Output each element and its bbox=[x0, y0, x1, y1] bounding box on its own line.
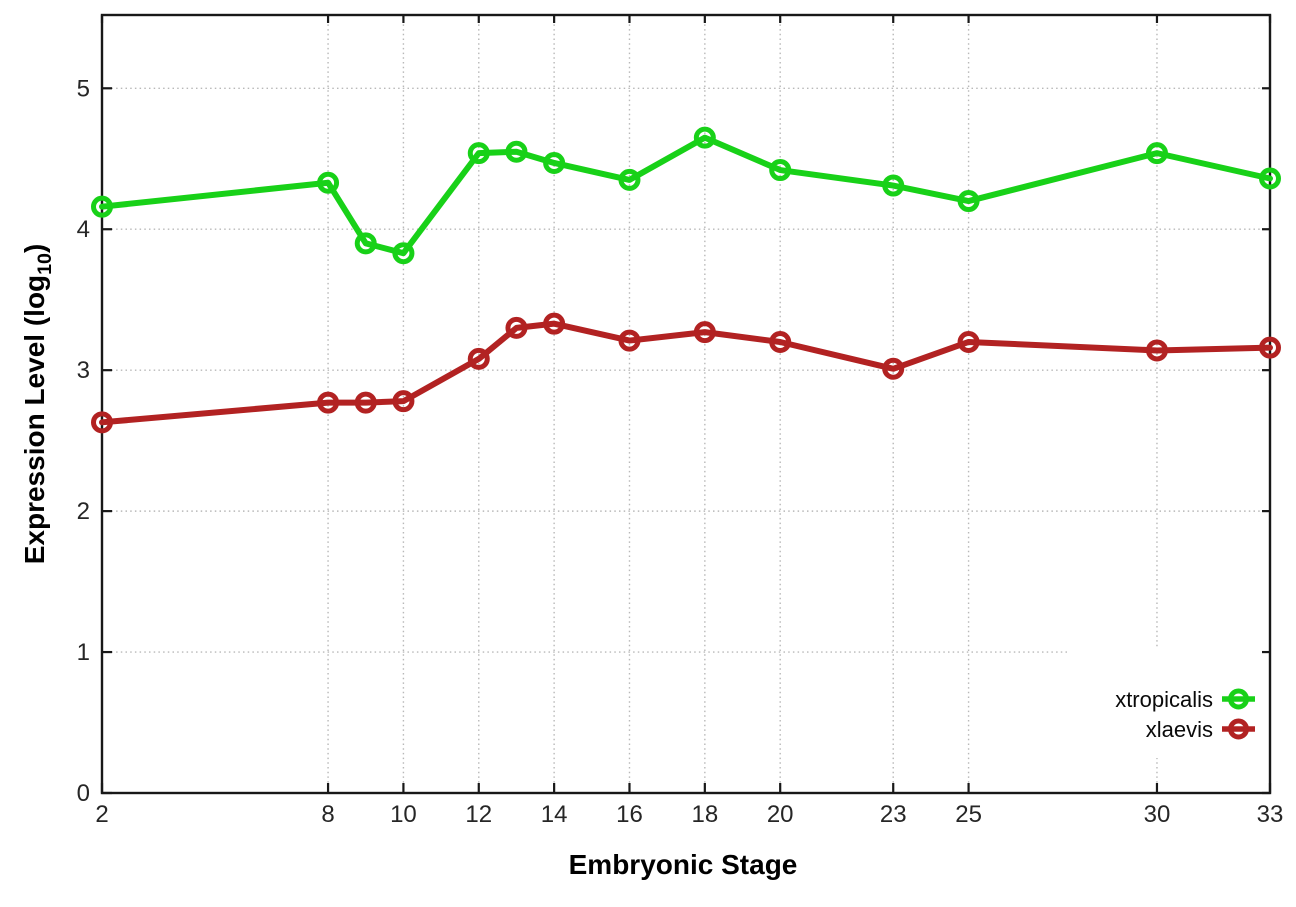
data-point-xtropicalis bbox=[354, 232, 377, 255]
data-point-xtropicalis bbox=[467, 142, 490, 165]
x-tick-label: 2 bbox=[95, 801, 108, 828]
legend-sample-marker-xlaevis bbox=[1228, 718, 1249, 740]
y-tick-label: 5 bbox=[77, 75, 90, 102]
data-point-xtropicalis bbox=[769, 159, 792, 182]
data-point-xlaevis bbox=[543, 312, 566, 335]
x-tick-label: 8 bbox=[321, 801, 334, 828]
data-point-xtropicalis bbox=[317, 171, 340, 194]
y-tick-label: 3 bbox=[77, 357, 90, 384]
data-point-xlaevis bbox=[317, 391, 340, 414]
data-point-xlaevis bbox=[882, 357, 905, 380]
y-tick-label: 0 bbox=[77, 780, 90, 807]
y-axis-title-suffix: ) bbox=[19, 243, 51, 254]
y-tick-label: 2 bbox=[77, 498, 90, 525]
y-axis-title: Expression Level (log10) bbox=[19, 244, 57, 565]
data-point-xlaevis bbox=[957, 330, 980, 353]
data-point-xlaevis bbox=[354, 391, 377, 414]
x-tick-label: 12 bbox=[465, 801, 492, 828]
data-point-xtropicalis bbox=[505, 140, 528, 163]
data-point-xlaevis bbox=[769, 330, 792, 353]
data-point-xtropicalis bbox=[957, 190, 980, 213]
x-tick-label: 20 bbox=[767, 801, 794, 828]
data-point-xlaevis bbox=[1259, 336, 1281, 359]
x-tick-label: 30 bbox=[1144, 801, 1171, 828]
data-point-xtropicalis bbox=[91, 195, 113, 218]
x-tick-label: 14 bbox=[541, 801, 568, 828]
data-point-xtropicalis bbox=[882, 174, 905, 197]
data-point-xtropicalis bbox=[1145, 142, 1168, 165]
data-point-xtropicalis bbox=[693, 126, 716, 149]
x-axis-title: Embryonic Stage bbox=[568, 849, 798, 880]
y-axis-title-text: Expression Level (log bbox=[19, 274, 51, 565]
data-point-xlaevis bbox=[505, 316, 528, 339]
data-point-xlaevis bbox=[1145, 339, 1168, 362]
data-point-xtropicalis bbox=[543, 151, 566, 174]
x-tick-label: 18 bbox=[691, 801, 718, 828]
y-tick-label: 4 bbox=[77, 216, 90, 243]
plot-border bbox=[100, 13, 1272, 795]
data-point-xlaevis bbox=[91, 411, 113, 434]
data-point-xtropicalis bbox=[392, 242, 415, 265]
x-tick-label: 10 bbox=[390, 801, 417, 828]
series-line-xlaevis bbox=[99, 320, 1273, 426]
data-point-xtropicalis bbox=[618, 168, 641, 191]
legend-label-xlaevis: xlaevis bbox=[1146, 717, 1213, 742]
x-tick-label: 33 bbox=[1257, 801, 1284, 828]
data-point-xlaevis bbox=[392, 390, 415, 413]
legend-label-xtropicalis: xtropicalis bbox=[1115, 687, 1213, 712]
x-tick-label: 16 bbox=[616, 801, 643, 828]
y-tick-label: 1 bbox=[77, 639, 90, 666]
x-tick-label: 25 bbox=[955, 801, 982, 828]
data-point-xlaevis bbox=[467, 347, 490, 370]
series-line-xtropicalis bbox=[99, 134, 1273, 257]
data-point-xtropicalis bbox=[1259, 167, 1281, 190]
legend-sample-marker-xtropicalis bbox=[1228, 688, 1249, 710]
data-point-xlaevis bbox=[618, 329, 641, 352]
y-axis-title-subscript: 10 bbox=[33, 253, 56, 275]
x-tick-label: 23 bbox=[880, 801, 907, 828]
data-point-xlaevis bbox=[693, 321, 716, 344]
